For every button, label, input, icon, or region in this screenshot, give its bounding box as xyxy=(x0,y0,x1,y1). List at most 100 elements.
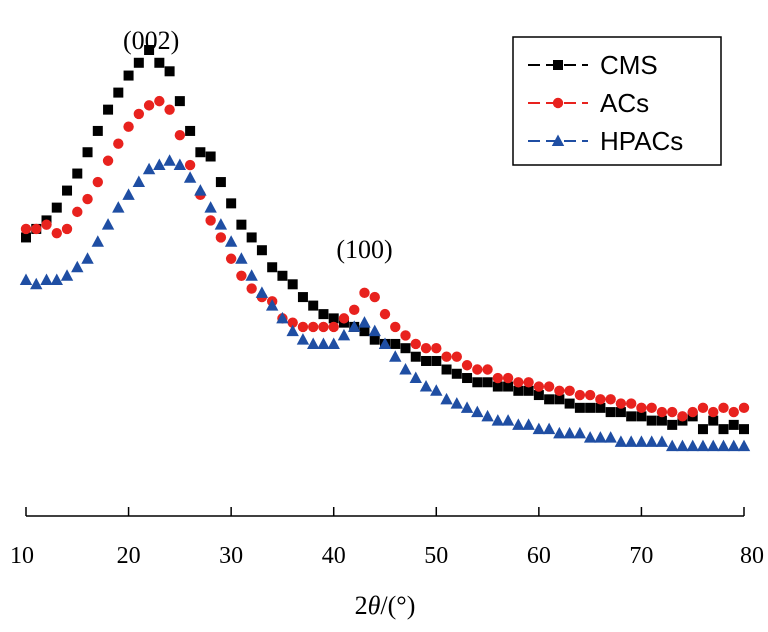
data-point xyxy=(501,414,515,426)
data-point xyxy=(174,96,185,107)
data-point xyxy=(594,431,607,443)
data-point xyxy=(573,426,587,439)
data-point xyxy=(718,402,729,414)
data-point xyxy=(144,45,155,55)
data-point xyxy=(482,364,493,375)
data-point xyxy=(625,398,637,409)
data-point xyxy=(286,324,299,337)
data-point xyxy=(348,320,361,332)
data-point xyxy=(174,130,186,141)
legend-label: ACs xyxy=(600,88,649,118)
data-point xyxy=(297,292,308,303)
data-point xyxy=(667,419,678,430)
data-point xyxy=(255,286,269,298)
data-point xyxy=(460,401,474,413)
data-point xyxy=(533,390,544,401)
data-point xyxy=(154,95,165,107)
data-point xyxy=(451,351,462,362)
data-point xyxy=(267,262,278,273)
data-point xyxy=(225,253,237,264)
data-point xyxy=(297,321,309,333)
data-point xyxy=(532,422,546,435)
data-point xyxy=(626,411,637,422)
data-point xyxy=(615,407,626,418)
data-point xyxy=(738,402,750,414)
data-point xyxy=(645,435,658,447)
data-point xyxy=(265,299,279,311)
data-point xyxy=(421,355,432,366)
annotations: (002) (100) xyxy=(123,26,393,264)
data-point xyxy=(308,321,319,333)
data-point xyxy=(31,223,42,235)
data-point xyxy=(236,270,247,281)
data-point xyxy=(431,355,442,366)
data-point xyxy=(327,337,340,349)
data-point xyxy=(82,147,93,158)
data-point xyxy=(410,351,421,362)
data-point xyxy=(708,406,719,418)
data-point xyxy=(492,372,504,384)
data-point xyxy=(359,287,370,299)
data-point xyxy=(287,317,298,328)
data-point xyxy=(317,337,330,349)
data-point xyxy=(605,407,616,418)
data-point xyxy=(667,406,678,418)
data-point xyxy=(204,201,217,213)
data-point xyxy=(132,175,146,188)
data-point xyxy=(737,439,751,452)
data-point xyxy=(72,168,83,179)
data-point xyxy=(91,235,104,247)
legend-marker xyxy=(551,134,565,146)
data-point xyxy=(337,328,351,341)
data-point xyxy=(205,151,216,162)
data-point xyxy=(133,108,145,120)
data-point xyxy=(390,338,401,349)
data-point xyxy=(287,279,298,290)
plot-area xyxy=(19,45,751,452)
data-point xyxy=(595,394,606,405)
data-point xyxy=(50,273,63,286)
data-point xyxy=(61,223,73,235)
data-point xyxy=(318,321,329,333)
data-point xyxy=(215,177,226,188)
data-point xyxy=(472,364,483,375)
data-point xyxy=(349,304,360,316)
data-point xyxy=(441,351,452,362)
data-point xyxy=(123,70,134,81)
data-point xyxy=(173,158,187,171)
data-point xyxy=(226,198,237,209)
peak-annotation: (002) xyxy=(123,26,179,55)
data-point xyxy=(491,414,505,426)
data-point xyxy=(409,371,422,384)
peak-annotation: (100) xyxy=(336,235,392,264)
data-point xyxy=(195,147,206,158)
data-point xyxy=(369,334,380,345)
data-point xyxy=(543,381,555,392)
data-point xyxy=(502,372,514,384)
data-point xyxy=(51,227,62,239)
x-tick-label: 80 xyxy=(740,543,764,569)
x-tick-label: 60 xyxy=(527,543,551,569)
data-point xyxy=(153,158,166,171)
series-hpacs xyxy=(19,154,751,452)
data-point xyxy=(686,439,699,452)
data-point xyxy=(696,439,710,452)
data-point xyxy=(728,419,739,430)
data-point xyxy=(523,385,534,396)
data-point xyxy=(553,426,566,439)
data-point xyxy=(481,409,494,422)
data-point xyxy=(450,397,463,409)
data-point xyxy=(472,377,483,388)
data-point xyxy=(296,333,310,345)
data-point xyxy=(20,223,32,235)
data-point xyxy=(646,402,657,414)
data-point xyxy=(614,435,628,447)
data-point xyxy=(656,406,668,418)
data-point xyxy=(369,291,380,303)
data-point xyxy=(113,138,124,149)
data-point xyxy=(523,377,534,388)
data-point xyxy=(30,277,43,290)
data-point xyxy=(71,260,84,273)
data-point xyxy=(102,155,114,166)
data-point xyxy=(564,385,575,396)
